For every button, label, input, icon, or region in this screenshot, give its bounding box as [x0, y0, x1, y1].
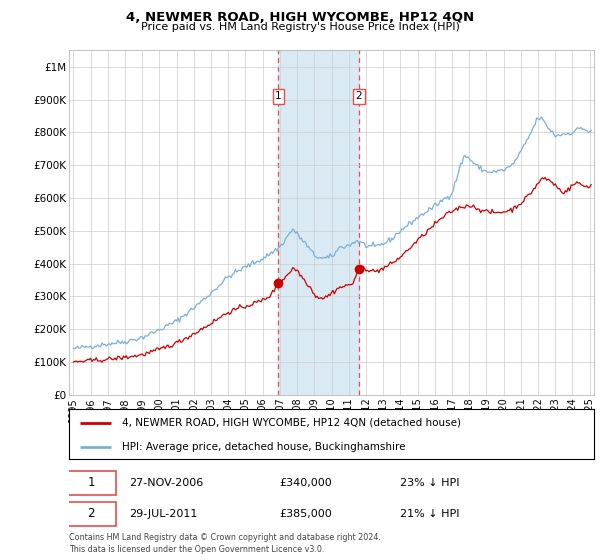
FancyBboxPatch shape [67, 502, 116, 525]
Text: 4, NEWMER ROAD, HIGH WYCOMBE, HP12 4QN (detached house): 4, NEWMER ROAD, HIGH WYCOMBE, HP12 4QN (… [121, 418, 461, 428]
Text: 2: 2 [88, 507, 95, 520]
Text: 29-JUL-2011: 29-JUL-2011 [130, 509, 198, 519]
Text: £340,000: £340,000 [279, 478, 332, 488]
Text: Contains HM Land Registry data © Crown copyright and database right 2024.
This d: Contains HM Land Registry data © Crown c… [69, 533, 381, 554]
Text: HPI: Average price, detached house, Buckinghamshire: HPI: Average price, detached house, Buck… [121, 442, 405, 451]
Text: 2: 2 [355, 91, 362, 101]
Text: 1: 1 [275, 91, 282, 101]
Text: Price paid vs. HM Land Registry's House Price Index (HPI): Price paid vs. HM Land Registry's House … [140, 22, 460, 32]
Bar [278, 50, 359, 395]
FancyBboxPatch shape [67, 472, 116, 494]
Text: 23% ↓ HPI: 23% ↓ HPI [400, 478, 459, 488]
Text: 21% ↓ HPI: 21% ↓ HPI [400, 509, 459, 519]
Text: 4, NEWMER ROAD, HIGH WYCOMBE, HP12 4QN: 4, NEWMER ROAD, HIGH WYCOMBE, HP12 4QN [126, 11, 474, 24]
Text: £385,000: £385,000 [279, 509, 332, 519]
Text: 1: 1 [88, 477, 95, 489]
Text: 27-NOV-2006: 27-NOV-2006 [130, 478, 203, 488]
